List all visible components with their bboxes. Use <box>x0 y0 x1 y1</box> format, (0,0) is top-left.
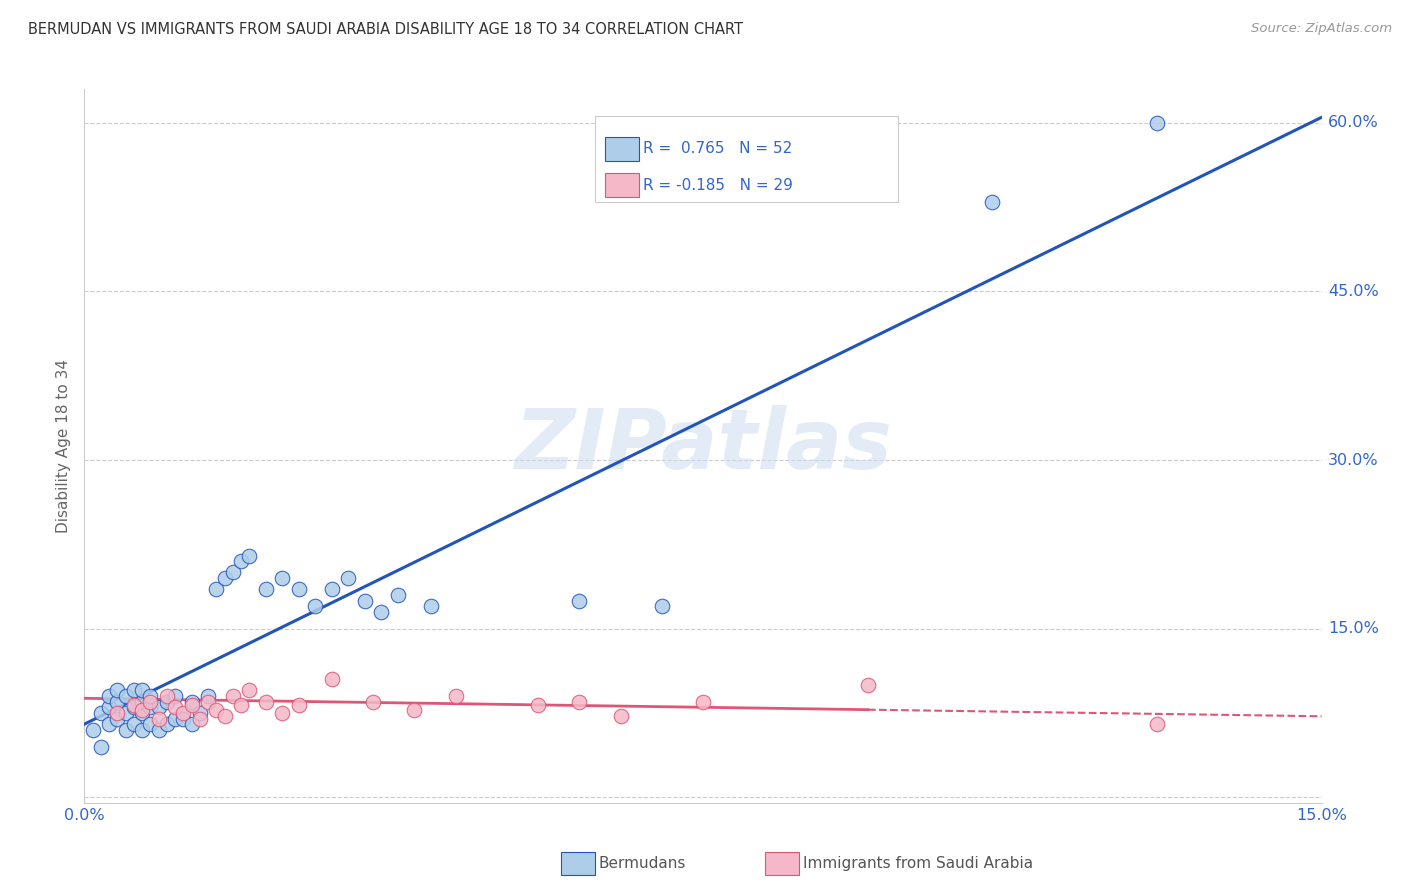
Point <box>205 702 228 716</box>
Text: Bermudans: Bermudans <box>599 856 686 871</box>
Point <box>114 689 136 703</box>
Point <box>205 582 228 597</box>
Point <box>197 689 219 703</box>
Point <box>105 683 128 698</box>
Point <box>139 700 162 714</box>
Text: Immigrants from Saudi Arabia: Immigrants from Saudi Arabia <box>803 856 1033 871</box>
Point <box>139 689 162 703</box>
Y-axis label: Disability Age 18 to 34: Disability Age 18 to 34 <box>56 359 72 533</box>
Point <box>271 571 294 585</box>
Point <box>172 706 194 720</box>
Text: 60.0%: 60.0% <box>1327 115 1378 130</box>
Point <box>444 689 467 703</box>
Point <box>122 717 145 731</box>
Point <box>288 582 311 597</box>
Point <box>238 549 260 563</box>
Point <box>180 695 202 709</box>
Point <box>122 698 145 712</box>
Point <box>361 695 384 709</box>
Point <box>856 678 879 692</box>
Point <box>321 672 343 686</box>
Point <box>609 709 631 723</box>
Point <box>214 709 236 723</box>
Text: 15.0%: 15.0% <box>1327 621 1379 636</box>
Point <box>98 717 121 731</box>
Point <box>139 695 162 709</box>
Point <box>271 706 294 720</box>
Point <box>90 706 112 720</box>
Point <box>229 698 252 712</box>
Point <box>568 695 591 709</box>
Point <box>148 712 170 726</box>
Point <box>165 689 187 703</box>
Point <box>188 706 211 720</box>
Point <box>148 723 170 737</box>
Point <box>180 717 202 731</box>
Point <box>131 695 153 709</box>
Point <box>122 683 145 698</box>
Point <box>337 571 360 585</box>
Point <box>229 554 252 568</box>
Point <box>370 605 392 619</box>
Point <box>82 723 104 737</box>
Point <box>651 599 673 614</box>
Point <box>288 698 311 712</box>
Point <box>527 698 550 712</box>
Text: Source: ZipAtlas.com: Source: ZipAtlas.com <box>1251 22 1392 36</box>
Text: 45.0%: 45.0% <box>1327 284 1378 299</box>
Point <box>254 582 277 597</box>
Text: ZIPatlas: ZIPatlas <box>515 406 891 486</box>
Point <box>353 593 375 607</box>
Point <box>165 712 187 726</box>
Point <box>180 698 202 712</box>
Point <box>692 695 714 709</box>
Point <box>188 712 211 726</box>
Point <box>238 683 260 698</box>
Point <box>222 566 245 580</box>
Point <box>98 689 121 703</box>
Point <box>404 702 426 716</box>
Point <box>122 700 145 714</box>
Point <box>1146 717 1168 731</box>
Point <box>114 723 136 737</box>
Point <box>156 695 179 709</box>
Point <box>98 700 121 714</box>
Point <box>131 702 153 716</box>
Text: R =  0.765   N = 52: R = 0.765 N = 52 <box>643 142 792 156</box>
Point <box>568 593 591 607</box>
Point <box>214 571 236 585</box>
Point <box>156 717 179 731</box>
Point <box>172 712 194 726</box>
Point <box>131 723 153 737</box>
Text: BERMUDAN VS IMMIGRANTS FROM SAUDI ARABIA DISABILITY AGE 18 TO 34 CORRELATION CHA: BERMUDAN VS IMMIGRANTS FROM SAUDI ARABIA… <box>28 22 744 37</box>
Point <box>387 588 409 602</box>
Point <box>222 689 245 703</box>
Point <box>419 599 441 614</box>
Point <box>131 683 153 698</box>
Point <box>148 700 170 714</box>
Point <box>156 689 179 703</box>
Point <box>105 712 128 726</box>
Text: R = -0.185   N = 29: R = -0.185 N = 29 <box>643 178 793 193</box>
Point <box>131 706 153 720</box>
Point <box>254 695 277 709</box>
Text: 30.0%: 30.0% <box>1327 452 1378 467</box>
Point <box>105 706 128 720</box>
Point <box>1146 116 1168 130</box>
Point <box>980 194 1002 209</box>
Point <box>105 695 128 709</box>
Point <box>114 706 136 720</box>
Point <box>165 700 187 714</box>
Point <box>197 695 219 709</box>
Point <box>321 582 343 597</box>
Point <box>90 739 112 754</box>
Point <box>139 717 162 731</box>
Point <box>304 599 326 614</box>
